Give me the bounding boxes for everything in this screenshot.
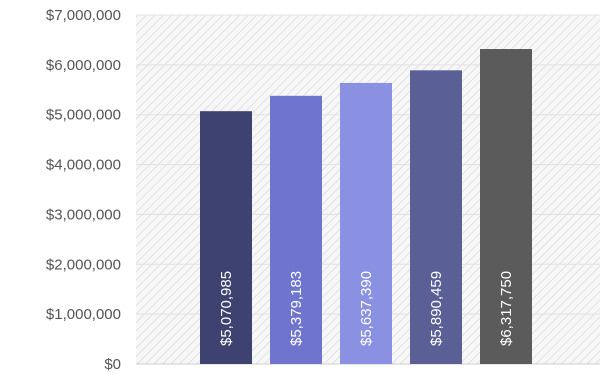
- bar: [480, 49, 532, 364]
- y-tick-label: $4,000,000: [46, 157, 121, 174]
- y-tick-label: $0: [104, 356, 121, 373]
- bar-data-label: $5,637,390: [358, 271, 375, 346]
- y-tick-label: $2,000,000: [46, 256, 121, 273]
- bar: [200, 111, 252, 365]
- y-tick-label: $7,000,000: [46, 7, 121, 24]
- y-tick-label: $5,000,000: [46, 107, 121, 124]
- y-tick-label: $6,000,000: [46, 57, 121, 74]
- bar: [340, 82, 392, 364]
- bar-data-label: $5,379,183: [288, 271, 305, 346]
- y-tick-label: $3,000,000: [46, 206, 121, 223]
- y-tick-label: $1,000,000: [46, 306, 121, 323]
- bar-data-label: $6,317,750: [498, 271, 515, 346]
- bar-data-label: $5,070,985: [218, 271, 235, 346]
- bar: [270, 95, 322, 365]
- bar: [410, 70, 462, 364]
- bar-data-label: $5,890,459: [428, 271, 445, 346]
